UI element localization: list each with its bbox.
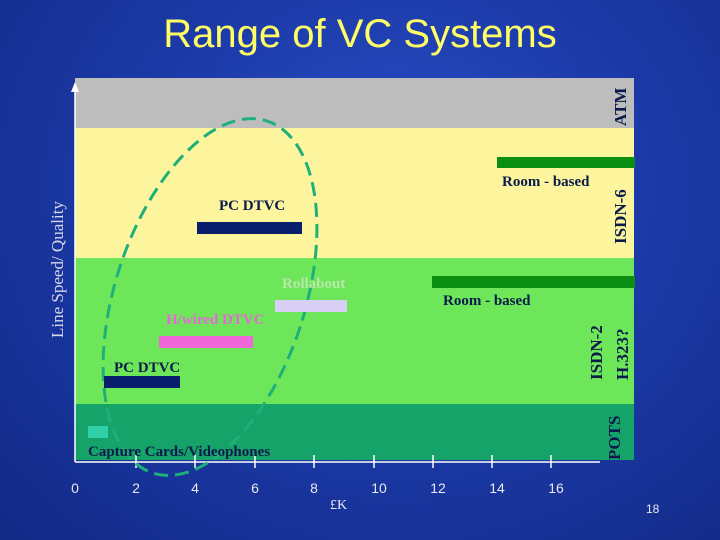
bar-room-based-isdn6 [497, 157, 635, 168]
x-tick-label: 6 [251, 480, 259, 496]
band-pots [75, 404, 634, 460]
label-rollabout: Rollabout [282, 276, 346, 292]
bar-rollabout [275, 300, 347, 312]
band-atm [75, 78, 634, 128]
page-number: 18 [646, 502, 660, 516]
y-axis-arrow [71, 82, 79, 92]
x-tick-label: 12 [430, 480, 446, 496]
x-axis-ticks [135, 455, 552, 468]
bar-capture-cards [88, 426, 108, 438]
bar-room-based-isdn2 [432, 276, 635, 288]
x-tick-label: 8 [310, 480, 318, 496]
x-tick-label: 4 [191, 480, 199, 496]
label-capture-cards: Capture Cards/Videophones [88, 444, 271, 460]
x-tick-label: 2 [132, 480, 140, 496]
band-isdn6 [75, 128, 634, 258]
slide-title: Range of VC Systems [163, 12, 557, 56]
x-axis-unit: £K [330, 498, 348, 513]
bar-pc-dtvc-isdn2 [104, 376, 180, 388]
bar-pc-dtvc-isdn6 [197, 222, 302, 234]
desktop-systems-ellipse [101, 117, 319, 477]
x-tick-label: 0 [71, 480, 79, 496]
x-tick-label: 10 [371, 480, 387, 496]
x-tick-label: 14 [489, 480, 505, 496]
x-tick-label: 16 [548, 480, 564, 496]
label-room-based-isdn6: Room - based [502, 174, 590, 190]
label-hwired-dtvc: H/wired DTVC [166, 312, 265, 328]
label-pc-dtvc-isdn6: PC DTVC [219, 198, 286, 214]
label-room-based-isdn2: Room - based [443, 293, 531, 309]
label-pc-dtvc-isdn2: PC DTVC [114, 360, 181, 376]
bar-hwired-dtvc [159, 336, 253, 348]
